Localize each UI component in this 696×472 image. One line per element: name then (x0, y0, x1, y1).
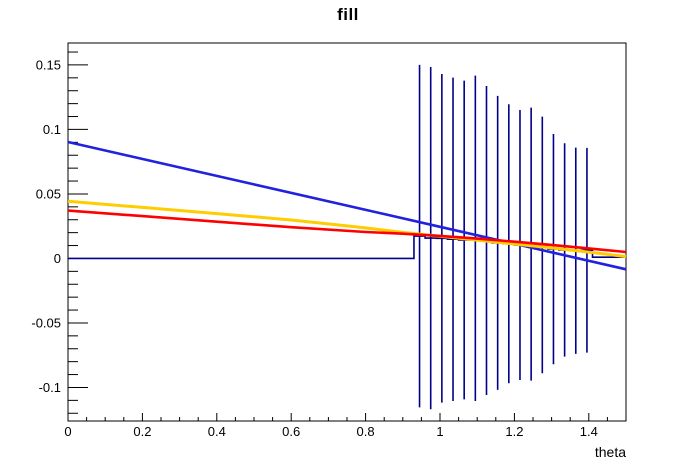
x-tick-label: 0.4 (208, 424, 226, 439)
y-tick-label: -0.05 (31, 316, 61, 331)
y-tick-label: 0.15 (36, 57, 61, 72)
x-tick-label: 0.2 (133, 424, 151, 439)
x-tick-label: 0 (64, 424, 71, 439)
x-tick-label: 1.2 (505, 424, 523, 439)
x-tick-label: 0.6 (282, 424, 300, 439)
y-tick-label: 0.1 (43, 122, 61, 137)
x-tick-label: 1 (436, 424, 443, 439)
x-tick-label: 0.8 (357, 424, 375, 439)
red-function-curve (67, 209, 627, 254)
x-axis-title: theta (594, 444, 626, 460)
chart-title: fill (337, 5, 359, 24)
y-tick-label: 0 (54, 251, 61, 266)
blue-function-curve (67, 140, 627, 271)
y-tick-label: 0.05 (36, 186, 61, 201)
y-tick-label: -0.1 (39, 380, 61, 395)
x-tick-label: 1.4 (580, 424, 598, 439)
